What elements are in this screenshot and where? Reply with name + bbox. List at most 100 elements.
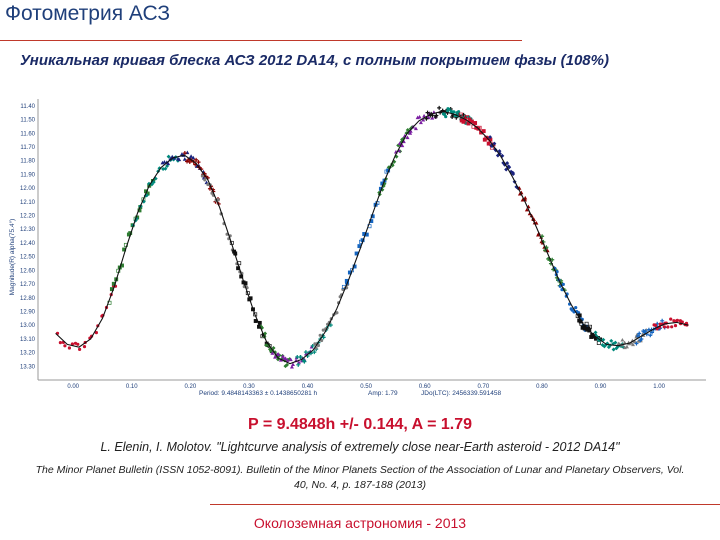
data-point <box>321 328 325 332</box>
data-point <box>424 116 429 121</box>
y-tick-label: 11.80 <box>20 159 35 165</box>
data-point <box>177 157 182 162</box>
x-tick-label: 0.90 <box>595 384 607 390</box>
data-point <box>285 358 290 362</box>
data-point <box>421 117 426 122</box>
y-tick-label: 12.90 <box>20 309 36 315</box>
amplitude-label: Amp: 1.79 <box>368 390 398 397</box>
data-point <box>67 346 71 350</box>
data-point <box>408 131 413 135</box>
data-point <box>401 136 406 141</box>
data-point <box>328 323 333 328</box>
y-tick-label: 12.50 <box>20 255 36 261</box>
data-point <box>310 343 315 348</box>
data-point <box>613 340 618 345</box>
y-tick-label: 12.30 <box>20 227 36 233</box>
data-point <box>271 345 276 350</box>
x-tick-label: 0.10 <box>126 384 138 390</box>
data-point <box>639 336 644 341</box>
data-point <box>492 141 497 146</box>
data-point <box>675 318 680 322</box>
data-point <box>191 155 196 160</box>
data-point <box>629 340 634 345</box>
data-point <box>464 115 469 120</box>
data-point <box>276 352 281 356</box>
x-tick-label: 0.00 <box>67 384 79 390</box>
period-label: Period: 9.4848143363 ± 0.1438650281 h <box>199 390 318 397</box>
y-tick-label: 11.70 <box>20 145 35 151</box>
lightcurve-plot: Magnitude(R) alpha(75.4°) 11.40 11.50 11.6… <box>8 97 708 402</box>
data-point <box>273 355 278 359</box>
data-point <box>457 110 461 114</box>
data-point <box>637 331 642 336</box>
data-point <box>620 337 625 342</box>
data-point <box>203 178 207 182</box>
fit-curve-line <box>55 110 689 365</box>
data-point <box>63 344 67 348</box>
data-point <box>662 325 667 329</box>
title-divider <box>0 40 522 41</box>
x-tick-label: 0.60 <box>419 384 431 390</box>
data-point <box>162 160 167 164</box>
y-tick-label: 13.20 <box>20 351 36 357</box>
data-point <box>316 343 320 348</box>
data-point <box>182 151 187 156</box>
data-point <box>263 331 268 336</box>
data-point <box>609 338 614 343</box>
data-point <box>298 355 303 360</box>
data-point <box>634 341 639 346</box>
data-point <box>511 172 516 177</box>
data-point <box>666 325 670 329</box>
data-point <box>635 334 640 339</box>
journal-reference: The Minor Planet Bulletin (ISSN 1052-809… <box>35 464 685 491</box>
data-point <box>425 110 430 115</box>
data-point <box>270 351 275 355</box>
x-tick-label: 0.30 <box>243 384 255 390</box>
data-point <box>157 166 162 171</box>
footer-divider <box>210 504 720 505</box>
data-point <box>584 321 589 326</box>
y-tick-label: 13.00 <box>20 323 36 329</box>
data-point <box>400 143 405 148</box>
data-point <box>680 320 684 324</box>
data-point <box>601 337 606 342</box>
jd-label: JDo(LTC): 2456339.591458 <box>421 390 501 397</box>
data-point <box>481 129 486 134</box>
data-point <box>653 323 658 327</box>
data-point <box>660 318 665 323</box>
data-point <box>444 115 448 119</box>
data-point <box>318 333 322 337</box>
citation: L. Elenin, I. Molotov. "Lightcurve analy… <box>100 440 620 454</box>
data-point <box>650 330 655 335</box>
data-point <box>163 166 168 171</box>
slide-title: Фотометрия АСЗ <box>5 2 171 25</box>
data-point <box>335 311 339 315</box>
data-point <box>289 364 294 369</box>
data-point <box>182 157 187 161</box>
data-point <box>194 157 199 162</box>
period-amplitude-result: P = 9.4848h +/- 0.144, A = 1.79 <box>247 416 472 433</box>
data-point <box>273 350 278 355</box>
data-point <box>422 113 427 118</box>
data-point <box>437 105 442 110</box>
data-point <box>165 164 170 169</box>
y-axis-label: Magnitude(R) alpha(75.4°) <box>8 219 16 296</box>
data-point <box>312 350 317 355</box>
data-point <box>78 347 82 351</box>
data-point <box>405 135 410 140</box>
footer-text: Околоземная астрономия - 2013 <box>253 515 467 531</box>
data-point <box>550 257 555 262</box>
data-point <box>76 342 80 346</box>
x-tick-label: 0.80 <box>536 384 548 390</box>
data-point <box>673 324 678 328</box>
data-point <box>417 114 422 119</box>
data-point <box>70 342 74 346</box>
data-point <box>408 129 413 133</box>
data-point <box>632 339 637 343</box>
data-point <box>166 154 171 159</box>
data-point <box>413 126 418 131</box>
data-point <box>288 357 293 362</box>
data-point <box>321 335 326 340</box>
y-tick-label: 12.70 <box>20 282 36 288</box>
data-point <box>200 174 204 178</box>
